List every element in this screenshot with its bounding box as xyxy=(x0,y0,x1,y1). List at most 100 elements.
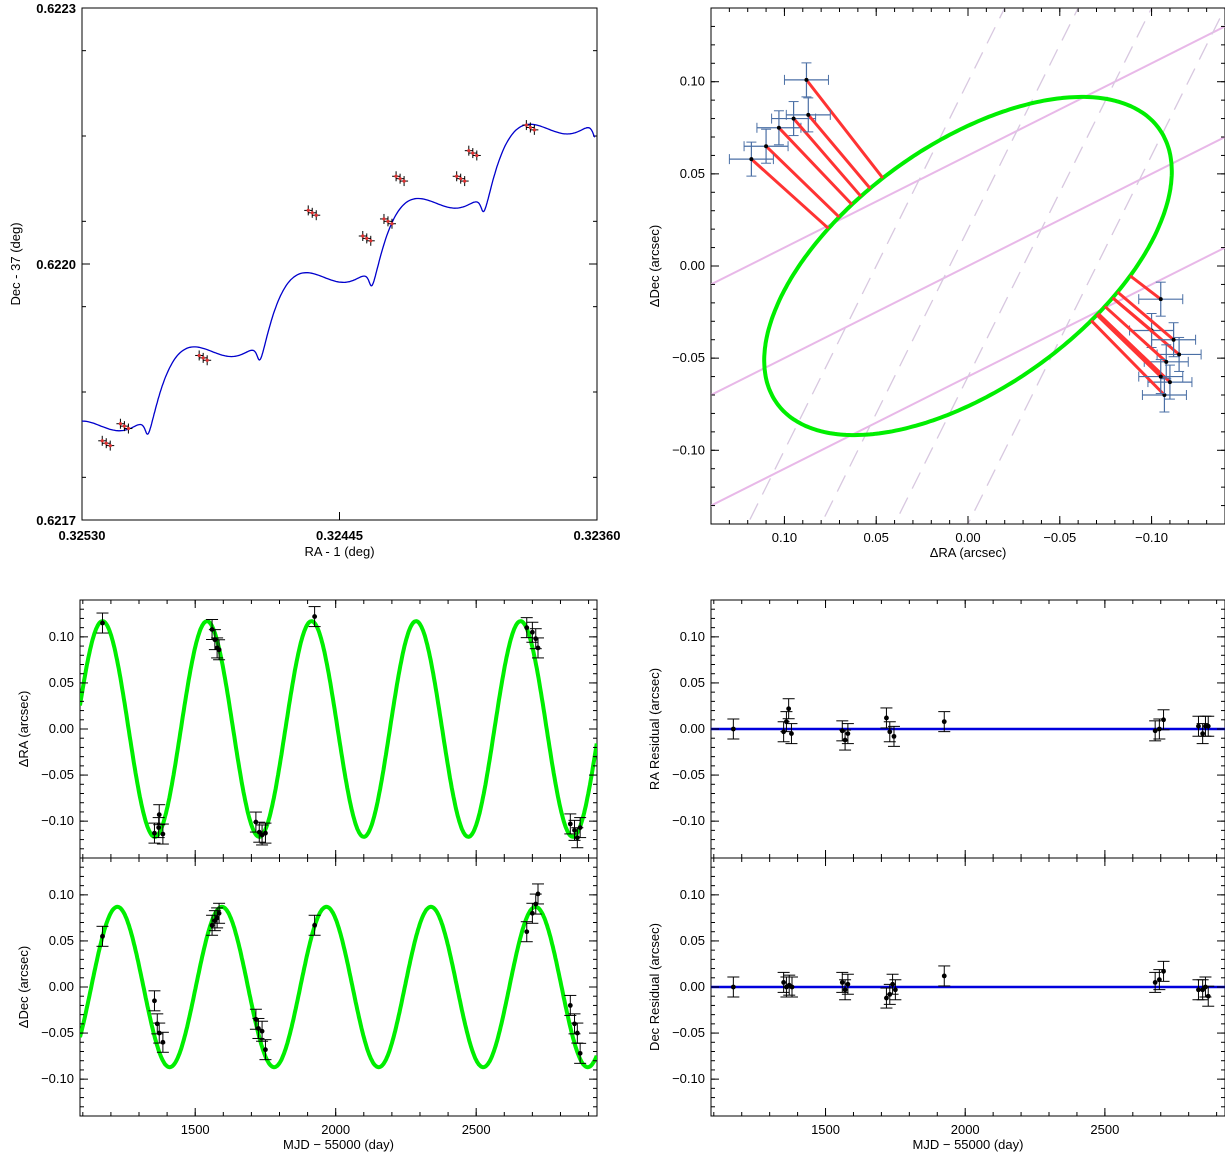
ra-res-panel-point xyxy=(891,733,897,739)
orbit-point xyxy=(804,77,809,82)
ra-res-panel-point xyxy=(1161,717,1166,723)
orbit-point xyxy=(1158,297,1163,302)
sky-path-point xyxy=(126,426,131,431)
ddec-panel-model-curve xyxy=(80,904,597,1070)
sky-path-point xyxy=(524,123,528,127)
ddec-panel-point xyxy=(574,1030,580,1036)
orbit-residual-line xyxy=(765,145,841,219)
ra-res-panel-point xyxy=(887,729,893,735)
orbit-ylabel: ΔDec (arcsec) xyxy=(647,225,662,307)
ddec-panel-point xyxy=(152,998,157,1004)
sky-path-model-curve xyxy=(82,123,596,435)
ddec-panel-plot-area xyxy=(80,883,597,1070)
sky-path-point xyxy=(386,219,390,223)
ra-res-panel-ytick-label: −0.05 xyxy=(672,767,705,782)
dra-panel-ytick-label: 0.05 xyxy=(49,675,74,690)
dra-panel-point xyxy=(156,825,162,830)
ra-res-panel-point xyxy=(1152,728,1158,734)
dec-res-panel-ytick-label: 0.05 xyxy=(680,933,705,948)
sky-path-point xyxy=(118,422,123,426)
dra-panel-point xyxy=(572,827,577,833)
orbit-ytick-label: −0.05 xyxy=(672,350,705,365)
sky-path-ytick-label: 0.6217 xyxy=(36,513,76,528)
ra-res-panel-ytick-label: 0.05 xyxy=(680,675,705,690)
orbit-xtick-label: −0.05 xyxy=(1043,530,1076,545)
sky-path-point xyxy=(398,177,402,181)
sky-path-point xyxy=(455,174,459,178)
sky-path-ytick-label: 0.6220 xyxy=(36,257,76,272)
sky-path-point xyxy=(382,217,386,221)
dec-res-panel-point xyxy=(845,981,851,987)
dec-res-panel-xtick-label: 2500 xyxy=(1090,1122,1119,1137)
ra-res-panel-point xyxy=(730,726,736,732)
orbit-residual-line xyxy=(750,157,830,230)
ddec-panel-point xyxy=(160,1039,166,1045)
ra-res-panel-ytick-label: −0.10 xyxy=(672,813,705,828)
dra-panel-point xyxy=(567,821,573,827)
dec-res-panel-point xyxy=(941,973,947,979)
dra-panel-ytick-label: 0.00 xyxy=(49,721,74,736)
orbit-point xyxy=(1177,352,1182,357)
orbit-residual-line xyxy=(1097,312,1171,384)
dec-res-panel-ytick-label: −0.10 xyxy=(672,1071,705,1086)
orbit-guide-line xyxy=(711,135,1225,397)
dec-res-panel-point xyxy=(1203,984,1208,990)
ra-res-panel-ylabel: RA Residual (arcsec) xyxy=(647,668,662,790)
orbit-xtick-label: −0.10 xyxy=(1135,530,1168,545)
dra-panel-point xyxy=(100,620,105,626)
orbit-xtick-label: 0.05 xyxy=(864,530,889,545)
ddec-panel-point xyxy=(214,915,220,921)
orbit-point xyxy=(1171,337,1176,342)
orbit-point xyxy=(1164,359,1169,364)
ra-res-panel-ytick-label: 0.10 xyxy=(680,629,705,644)
sky-path-point xyxy=(365,236,369,240)
sky-path-ytick-label: 0.6223 xyxy=(36,1,76,16)
dra-panel-point xyxy=(156,812,162,818)
dec-res-panel-ylabel: Dec Residual (arcsec) xyxy=(647,923,662,1051)
ddec-panel-point xyxy=(209,922,215,928)
dra-panel-point xyxy=(524,625,530,631)
dra-panel-point xyxy=(529,629,535,635)
orbit-point xyxy=(806,112,811,117)
ddec-panel-point xyxy=(263,1047,268,1053)
dec-res-panel-point xyxy=(1196,987,1201,993)
ddec-panel-ytick-label: −0.05 xyxy=(41,1025,74,1040)
orbit-point xyxy=(776,125,781,130)
dra-panel-point xyxy=(312,614,318,619)
dra-panel-point xyxy=(577,825,583,830)
orbit-ytick-label: 0.10 xyxy=(680,74,705,89)
ddec-panel-xtick-label: 1500 xyxy=(181,1122,210,1137)
orbit-residual-line xyxy=(1116,290,1175,341)
dra-panel-model-curve xyxy=(80,619,597,839)
ddec-panel-point xyxy=(156,1030,162,1036)
ra-res-panel-point xyxy=(941,719,947,725)
ra-res-panel-point xyxy=(1205,723,1211,729)
dec-res-panel-ytick-label: 0.10 xyxy=(680,887,705,902)
dec-res-panel-point xyxy=(884,995,889,1001)
sky-path-ylabel: Dec - 37 (deg) xyxy=(8,222,23,305)
ra-res-panel-ytick-label: 0.00 xyxy=(680,721,705,736)
dra-panel-ytick-label: −0.05 xyxy=(41,767,74,782)
sky-path-point xyxy=(390,222,394,226)
orbit-residual-line xyxy=(1095,313,1162,378)
orbit-guide-dash xyxy=(820,8,1079,524)
dec-res-panel-plot-area xyxy=(711,960,1225,1009)
sky-path-point xyxy=(104,441,108,445)
ddec-panel-point xyxy=(567,1003,573,1008)
orbit-point xyxy=(764,144,769,149)
sky-path-point xyxy=(201,356,205,360)
dec-res-panel-xlabel: MJD − 55000 (day) xyxy=(913,1137,1024,1152)
ddec-panel-point xyxy=(216,910,222,916)
ra-res-panel-plot-area xyxy=(711,698,1225,751)
ra-res-panel-point xyxy=(884,715,889,721)
orbit-residual-line xyxy=(807,113,872,190)
dra-panel-ylabel: ΔRA (arcsec) xyxy=(16,691,31,768)
sky-path-point xyxy=(361,234,365,238)
orbit-residual-line xyxy=(805,78,885,179)
orbit-ytick-label: 0.00 xyxy=(680,258,705,273)
sky-path-point xyxy=(532,128,536,132)
orbit-point xyxy=(791,116,796,121)
orbit-residual-line xyxy=(1129,274,1162,301)
orbit-plot-area xyxy=(711,8,1225,524)
